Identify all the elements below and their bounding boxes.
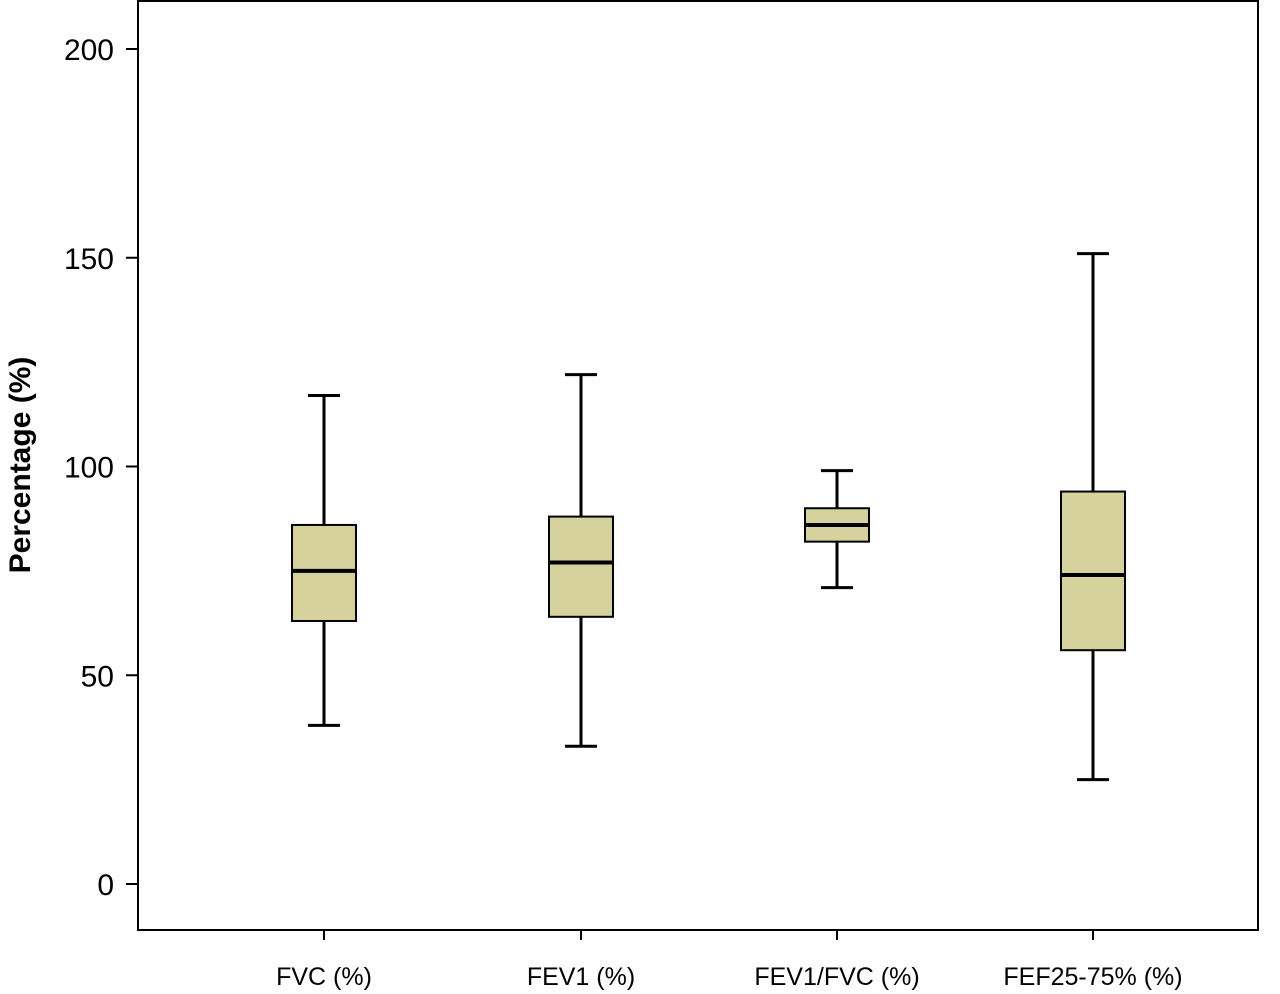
- x-axis: FVC (%) FEV1 (%) FEV1/FVC (%) FEF25-75% (%): [276, 930, 1183, 991]
- x-tick-label: FVC (%): [276, 963, 372, 991]
- iqr-box: [1060, 490, 1126, 652]
- box-2: [548, 373, 614, 748]
- x-tick-label: FEF25-75% (%): [1003, 963, 1182, 991]
- iqr-box: [291, 523, 357, 622]
- y-tick-label: 100: [64, 452, 114, 485]
- box-1: [291, 394, 357, 727]
- y-tick-label: 200: [64, 34, 114, 67]
- x-tick-label: FEV1 (%): [527, 963, 635, 991]
- y-axis-title: Percentage (%): [4, 357, 37, 574]
- y-tick-label: 150: [64, 243, 114, 276]
- y-tick-label: 0: [97, 869, 114, 902]
- iqr-box: [548, 515, 614, 618]
- boxes: [291, 252, 1126, 782]
- y-tick-label: 50: [81, 660, 114, 693]
- plot-frame: [137, 0, 1259, 931]
- y-axis: 0 50 100 150 200: [64, 34, 138, 902]
- box-4: [1060, 252, 1126, 782]
- box-3: [804, 469, 870, 590]
- x-tick-label: FEV1/FVC (%): [754, 963, 919, 991]
